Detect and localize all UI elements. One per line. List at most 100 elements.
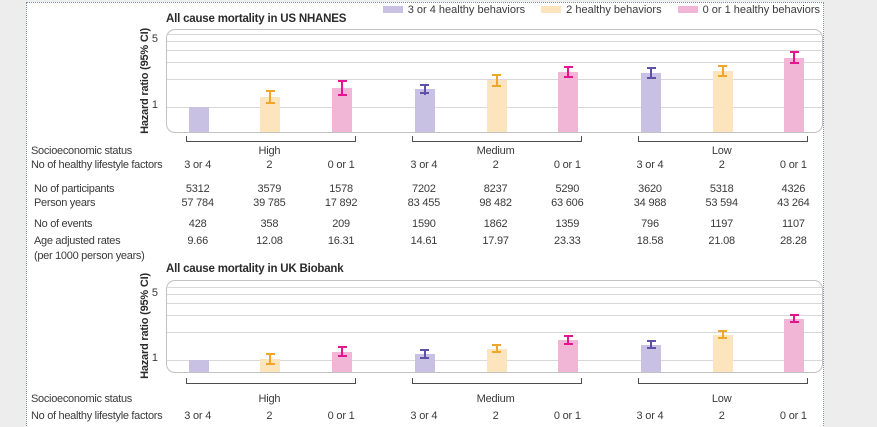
table-cell: 9.66: [187, 235, 208, 247]
ci-whisker-cap: [337, 79, 347, 82]
ci-whisker: [793, 51, 796, 65]
hr-bar: [558, 71, 579, 132]
table-cell: 1359: [555, 218, 580, 230]
table-cell: 17 892: [324, 197, 358, 209]
table-cell: 53 594: [705, 197, 738, 209]
table-cell: 3 or 4: [410, 159, 438, 171]
gridline: [167, 286, 822, 288]
table-row-participants: No of participants 5312 3579 1578 7202 8237 5…: [27, 182, 823, 196]
gridline: [167, 33, 822, 35]
hr-bar: [784, 58, 805, 132]
figure-panel[interactable]: 3 or 4 healthy behaviors 2 healthy behavi…: [26, 2, 824, 427]
table-cell: 34 988: [633, 197, 667, 209]
row-label: No of healthy lifestyle factors: [31, 410, 163, 422]
group-bracket: [638, 136, 809, 142]
hr-bar: [641, 72, 661, 132]
legend-swatch-icon: [541, 6, 562, 13]
gridline: [167, 294, 822, 296]
table-cell: 3620: [638, 183, 662, 195]
ci-whisker-cap: [789, 62, 799, 65]
table-cell: Low: [711, 393, 732, 405]
group-bracket: [411, 378, 583, 384]
ci-whisker-cap: [789, 313, 799, 316]
table-cell: High: [258, 393, 281, 405]
table-row-age-adjusted-rates-unit: (per 1000 person years): [27, 249, 823, 263]
ci-whisker-cap: [337, 346, 347, 349]
row-label: (per 1000 person years): [34, 250, 145, 262]
table-cell: 2: [492, 159, 499, 171]
y-axis-label: Hazard ratio (95% CI): [139, 28, 151, 134]
ci-whisker: [269, 90, 272, 104]
table-cell: 98 482: [479, 197, 512, 209]
table-cell: 0 or 1: [553, 159, 581, 171]
hr-bar: [260, 359, 281, 372]
y-tick-5: 5: [151, 287, 158, 299]
hr-bar: [558, 340, 579, 372]
table-cell: 18.58: [636, 235, 664, 247]
table-row-socioeconomic-status: Socioeconomic status High Medium Low: [27, 144, 823, 158]
table-cell: 3 or 4: [636, 410, 664, 422]
hr-bar: [188, 360, 209, 372]
table-cell: 63 606: [551, 197, 584, 209]
hr-bar: [414, 89, 435, 132]
ci-whisker-cap: [718, 75, 728, 78]
table-cell: Low: [711, 145, 732, 157]
table-cell: 209: [332, 218, 350, 230]
ci-whisker-cap: [646, 339, 656, 342]
y-axis-label: Hazard ratio (95% CI): [139, 273, 151, 379]
table-cell: 2: [266, 159, 273, 171]
table-cell: 28.28: [780, 235, 807, 247]
ci-whisker-cap: [646, 347, 656, 349]
legend-swatch-icon: [677, 6, 698, 13]
gridline: [167, 331, 822, 333]
gridline: [167, 78, 822, 80]
hr-bar: [188, 107, 209, 132]
hr-bar: [641, 344, 661, 372]
ci-whisker-cap: [492, 344, 502, 347]
hr-bar: [712, 334, 733, 372]
legend-item: 3 or 4 healthy behaviors: [382, 4, 525, 16]
table-cell: 23.33: [554, 235, 581, 247]
table-cell: Medium: [476, 145, 515, 157]
plot-area-uk-biobank: [166, 280, 823, 373]
gridline: [167, 315, 822, 317]
ci-whisker: [423, 83, 426, 95]
table-cell: 358: [260, 218, 279, 230]
table-cell: 2: [718, 159, 725, 171]
table-cell: 5318: [709, 183, 734, 195]
hr-bar: [712, 71, 733, 132]
table-cell: 57 784: [181, 197, 214, 209]
table-cell: 796: [641, 218, 659, 230]
hr-bar: [332, 351, 353, 372]
ci-whisker-cap: [789, 321, 799, 324]
table-cell: 0 or 1: [553, 410, 581, 422]
hr-bar: [486, 80, 507, 132]
row-label: No of events: [34, 218, 93, 230]
ci-whisker-cap: [337, 93, 347, 96]
ci-whisker: [567, 65, 570, 78]
legend-item: 0 or 1 healthy behaviors: [677, 4, 820, 16]
ci-whisker-cap: [563, 334, 573, 337]
table-cell: 3579: [257, 183, 282, 195]
gridline: [167, 303, 822, 305]
table-cell: 5290: [555, 183, 580, 195]
ci-whisker-cap: [718, 329, 728, 332]
table-cell: 2: [492, 410, 499, 422]
y-tick-1: 1: [151, 99, 158, 111]
table-row-socioeconomic-status: Socioeconomic status High Medium Low: [27, 392, 823, 406]
ci-whisker-cap: [265, 101, 275, 104]
ci-whisker-cap: [265, 363, 275, 366]
ci-whisker-cap: [492, 84, 502, 87]
ci-whisker: [721, 65, 724, 78]
group-bracket: [185, 378, 357, 384]
table-row-lifestyle-factors: No of healthy lifestyle factors 3 or 4 2 0…: [27, 158, 823, 172]
gridline: [167, 41, 822, 43]
group-bracket: [411, 136, 583, 142]
table-cell: 39 785: [253, 197, 286, 209]
table-cell: 0 or 1: [327, 410, 355, 422]
table-cell: 3 or 4: [184, 159, 212, 171]
ci-whisker-cap: [718, 337, 728, 340]
table-cell: 1578: [329, 183, 353, 195]
ci-whisker: [269, 353, 272, 366]
ci-whisker: [650, 66, 652, 79]
